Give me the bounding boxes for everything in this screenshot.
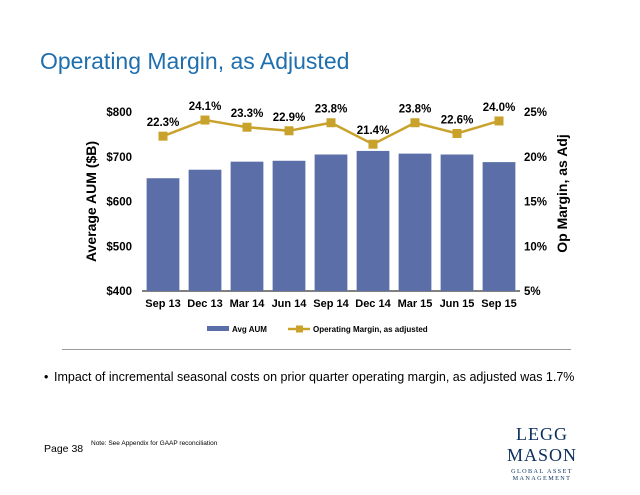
legend-label-aum: Avg AUM xyxy=(232,325,267,334)
margin-marker xyxy=(452,128,462,138)
bullet-icon: • xyxy=(44,370,49,384)
margin-marker xyxy=(410,118,420,128)
x-tick-label: Sep 14 xyxy=(313,298,349,310)
y2-tick-label: 15% xyxy=(524,197,547,209)
logo-tagline: GLOBAL ASSET MANAGEMENT xyxy=(511,468,573,482)
y-tick-label: $800 xyxy=(106,107,132,119)
margin-marker xyxy=(284,126,294,136)
legg-mason-logo: LEGG MASON GLOBAL ASSET MANAGEMENT xyxy=(482,424,602,482)
margin-data-label: 23.8% xyxy=(399,104,432,116)
y-tick-label: $700 xyxy=(106,152,132,164)
logo-wordmark: LEGG MASON xyxy=(506,424,577,465)
y2-axis-title: Op Margin, as Adj xyxy=(554,134,570,253)
margin-data-label: 23.8% xyxy=(315,104,348,116)
legend-marker-margin xyxy=(296,325,303,333)
legend-swatch-aum xyxy=(207,326,229,331)
x-tick-label: Sep 15 xyxy=(481,298,516,310)
margin-marker xyxy=(368,139,378,149)
x-tick-label: Mar 15 xyxy=(398,298,433,310)
margin-marker xyxy=(326,118,336,128)
margin-data-label: 22.3% xyxy=(147,117,180,129)
footnote: Note: See Appendix for GAAP reconciliati… xyxy=(91,440,218,447)
aum-bar xyxy=(482,162,516,291)
y2-tick-label: 20% xyxy=(524,152,547,164)
page-title: Operating Margin, as Adjusted xyxy=(40,48,350,74)
aum-margin-chart: $400 $500 $600 $700 $800 5% 10% 15% 20% 25% Averag… xyxy=(83,101,570,334)
aum-bar xyxy=(146,178,180,291)
aum-bar xyxy=(272,160,306,291)
y-tick-label: $500 xyxy=(106,241,132,253)
margin-marker xyxy=(242,122,252,132)
aum-bar xyxy=(398,153,432,291)
aum-bar xyxy=(230,161,264,291)
y2-tick-label: 25% xyxy=(524,107,547,119)
margin-marker xyxy=(200,115,210,125)
y-axis-title: Average AUM ($B) xyxy=(83,141,99,262)
page-number: Page 38 xyxy=(44,443,84,455)
divider-rule xyxy=(62,349,571,350)
y2-tick-label: 5% xyxy=(524,286,541,298)
bullet-text: Impact of incremental seasonal costs on … xyxy=(54,370,575,384)
margin-data-label: 23.3% xyxy=(231,108,264,120)
x-tick-label: Jun 15 xyxy=(440,298,475,310)
y2-tick-label: 10% xyxy=(524,241,547,253)
aum-bar xyxy=(356,150,390,291)
margin-data-label: 22.9% xyxy=(273,112,306,124)
x-tick-label: Mar 14 xyxy=(230,298,266,310)
aum-bar xyxy=(314,154,348,291)
legend-label-margin: Operating Margin, as adjusted xyxy=(313,325,428,334)
margin-marker xyxy=(158,131,168,141)
x-tick-label: Dec 14 xyxy=(355,298,391,310)
margin-data-label: 21.4% xyxy=(357,125,390,137)
margin-data-label: 24.1% xyxy=(189,101,222,113)
margin-data-label: 24.0% xyxy=(483,102,516,114)
y-tick-label: $400 xyxy=(106,286,132,298)
margin-data-label: 22.6% xyxy=(441,114,474,126)
aum-bar xyxy=(188,169,222,291)
margin-marker xyxy=(494,116,504,126)
bullet-point: • Impact of incremental seasonal costs on… xyxy=(44,370,574,384)
x-tick-label: Jun 14 xyxy=(272,298,308,310)
x-tick-label: Dec 13 xyxy=(187,298,222,310)
y-tick-label: $600 xyxy=(106,197,132,209)
aum-bar xyxy=(440,154,474,291)
x-tick-label: Sep 13 xyxy=(145,298,180,310)
